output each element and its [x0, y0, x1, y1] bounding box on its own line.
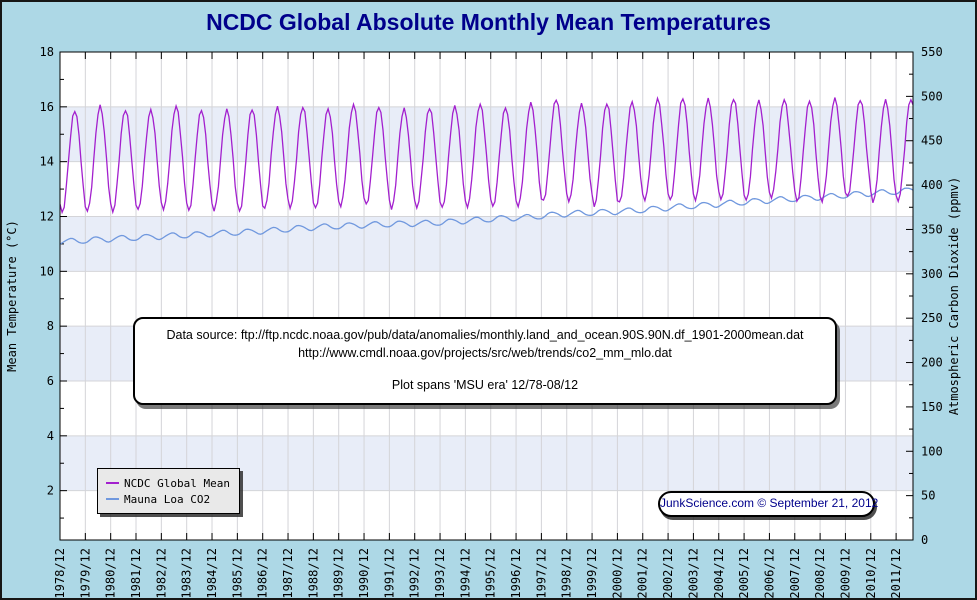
- legend-item-maunaloa: Mauna Loa CO2: [106, 491, 230, 507]
- x-tick-label: 1992/12: [408, 548, 422, 599]
- x-tick-label: 1983/12: [180, 548, 194, 599]
- y-right-tick-label: 50: [921, 489, 935, 503]
- x-tick-label: 1981/12: [129, 548, 143, 599]
- y-right-tick-label: 450: [921, 134, 943, 148]
- x-tick-label: 1996/12: [509, 548, 523, 599]
- co2-series-swatch: [106, 498, 119, 500]
- x-tick-label: 1994/12: [458, 548, 472, 599]
- y-left-tick-label: 10: [40, 264, 54, 278]
- y-right-axis-title: Atmospheric Carbon Dioxide (ppmv): [947, 177, 961, 415]
- data-source-annotation: Data source: ftp://ftp.ncdc.noaa.gov/pub…: [133, 317, 837, 405]
- ncdc-series-swatch: [106, 482, 119, 484]
- legend-label-ncdc: NCDC Global Mean: [124, 476, 230, 490]
- x-tick-label: 1993/12: [433, 548, 447, 599]
- x-tick-label: 1995/12: [484, 548, 498, 599]
- plot-span-note: Plot spans 'MSU era' 12/78-08/12: [391, 378, 579, 392]
- temperature-series-line: [60, 95, 913, 215]
- y-right-tick-label: 250: [921, 311, 943, 325]
- y-right-tick-label: 150: [921, 400, 943, 414]
- credit-badge: JunkScience.com © September 21, 2012: [658, 491, 878, 517]
- y-left-axis-title: Mean Temperature (°C): [5, 220, 19, 372]
- x-tick-label: 1988/12: [306, 548, 320, 599]
- y-right-tick-label: 0: [921, 533, 928, 547]
- y-left-tick-label: 8: [47, 319, 54, 333]
- y-left-tick-label: 2: [47, 484, 54, 498]
- x-tick-label: 1999/12: [585, 548, 599, 599]
- y-right-tick-label: 350: [921, 222, 943, 236]
- x-tick-label: 2001/12: [636, 548, 650, 599]
- x-tick-label: 1985/12: [230, 548, 244, 599]
- y-left-tick-label: 14: [40, 155, 54, 169]
- x-tick-label: 2003/12: [686, 548, 700, 599]
- page-title: NCDC Global Absolute Monthly Mean Temper…: [206, 9, 771, 35]
- y-right-tick-label: 300: [921, 267, 943, 281]
- x-tick-label: 1978/12: [53, 548, 67, 599]
- x-tick-label: 2008/12: [813, 548, 827, 599]
- y-right-tick-label: 200: [921, 356, 943, 370]
- x-tick-label: 1987/12: [281, 548, 295, 599]
- x-tick-label: 2011/12: [889, 548, 903, 599]
- plot-band: [60, 161, 913, 217]
- x-tick-label: 1986/12: [256, 548, 270, 599]
- y-right-tick-label: 100: [921, 444, 943, 458]
- y-left-tick-label: 16: [40, 100, 54, 114]
- y-right-tick-label: 550: [921, 45, 943, 59]
- x-tick-label: 1982/12: [154, 548, 168, 599]
- x-tick-label: 1984/12: [205, 548, 219, 599]
- y-right-tick-label: 400: [921, 178, 943, 192]
- x-tick-label: 2009/12: [838, 548, 852, 599]
- co2-series-line: [60, 187, 913, 245]
- x-tick-label: 2005/12: [737, 548, 751, 599]
- x-tick-label: 2006/12: [762, 548, 776, 599]
- x-tick-label: 1991/12: [382, 548, 396, 599]
- x-tick-label: 1980/12: [104, 548, 118, 599]
- plot-frame: [59, 51, 914, 541]
- y-left-tick-label: 12: [40, 209, 54, 223]
- x-tick-label: 1979/12: [78, 548, 92, 599]
- data-source-line2: http://www.cmdl.noaa.gov/projects/src/we…: [298, 346, 672, 360]
- plot-band: [60, 216, 913, 272]
- y-left-tick-label: 18: [40, 45, 54, 59]
- x-tick-label: 1990/12: [357, 548, 371, 599]
- legend-item-ncdc: NCDC Global Mean: [106, 475, 230, 491]
- legend-label-maunaloa: Mauna Loa CO2: [124, 492, 211, 506]
- y-left-tick-label: 4: [47, 429, 54, 443]
- x-tick-label: 2004/12: [712, 548, 726, 599]
- x-tick-label: 2010/12: [864, 548, 878, 599]
- x-tick-label: 2002/12: [661, 548, 675, 599]
- x-tick-label: 2000/12: [610, 548, 624, 599]
- x-tick-label: 2007/12: [788, 548, 802, 599]
- legend: NCDC Global Mean Mauna Loa CO2: [97, 468, 240, 514]
- plot-band: [60, 52, 913, 107]
- y-left-tick-label: 6: [47, 374, 54, 388]
- x-tick-label: 1997/12: [534, 548, 548, 599]
- x-tick-label: 1998/12: [560, 548, 574, 599]
- data-source-line1: Data source: ftp://ftp.ncdc.noaa.gov/pub…: [166, 328, 804, 342]
- x-tick-label: 1989/12: [332, 548, 346, 599]
- y-right-tick-label: 500: [921, 89, 943, 103]
